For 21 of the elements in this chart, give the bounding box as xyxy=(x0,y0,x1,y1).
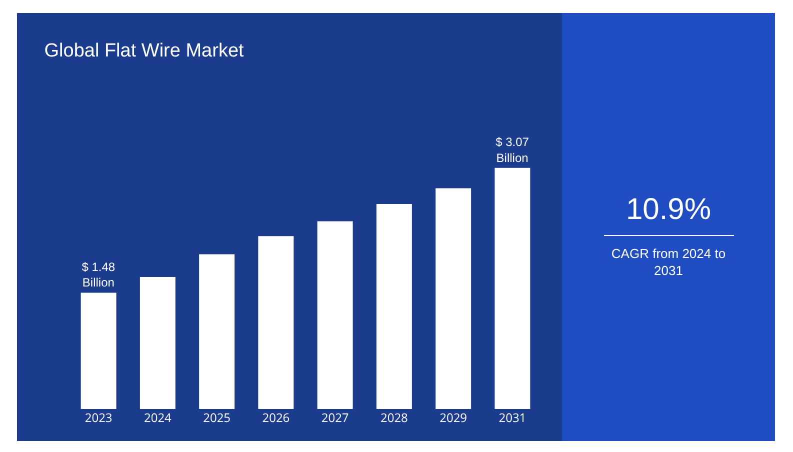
text: 10.9% xyxy=(624,193,712,227)
bar xyxy=(140,277,176,409)
bar xyxy=(317,221,353,409)
data-label: $ 3.07 Billion xyxy=(496,135,530,165)
x-tick-label: 2025 xyxy=(203,409,231,426)
data-label: $ 1.48 Billion xyxy=(82,260,116,290)
x-tick-label: 2024 xyxy=(144,409,172,426)
bar xyxy=(376,204,412,409)
bar xyxy=(80,292,116,409)
bar xyxy=(436,188,472,409)
bar xyxy=(494,168,530,409)
bar xyxy=(258,236,294,409)
x-tick-label: 2031 xyxy=(498,409,526,426)
x-tick-label: 2026 xyxy=(262,409,290,426)
x-tick-label: 2029 xyxy=(440,409,468,426)
text: CAGR from 2024 to 2031 xyxy=(610,245,727,279)
x-tick-label: 2027 xyxy=(321,409,349,426)
x-tick-label: 2023 xyxy=(84,409,112,426)
bar xyxy=(199,254,235,409)
chart-title: Global Flat Wire Market xyxy=(44,40,245,62)
x-tick-label: 2028 xyxy=(380,409,408,426)
